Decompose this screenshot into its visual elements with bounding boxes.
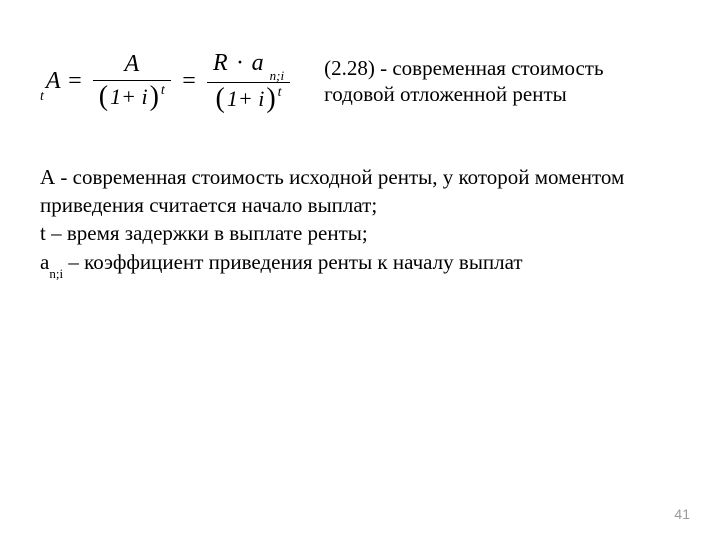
def-A-line2: приведения считается начало выплат;: [40, 191, 680, 219]
rparen-1: ): [150, 83, 159, 111]
def-a-label: a: [40, 250, 49, 274]
frac2-a: a: [252, 50, 264, 76]
definitions: А - современная стоимость исходной ренты…: [40, 163, 680, 279]
den-exp-2: t: [278, 85, 282, 101]
fraction-1: A ( 1+ i ) t: [93, 51, 171, 111]
presubscript-t: t: [40, 89, 44, 105]
def-t-line: t – время задержки в выплате ренты;: [40, 219, 680, 247]
equation-description: (2.28) - современная стоимость годовой о…: [324, 55, 603, 108]
equals-1: =: [67, 68, 83, 95]
den-exp-1: t: [161, 83, 165, 99]
def-a-rest: – коэффициент приведения ренты к началу …: [63, 250, 523, 274]
eq-descr-line2: годовой отложенной ренты: [324, 81, 603, 107]
lparen-2: (: [216, 85, 225, 113]
def-a-sub: n;i: [49, 266, 63, 281]
frac2-R: R: [213, 50, 228, 76]
formula: t A = A ( 1+ i ) t = R ·: [40, 50, 294, 113]
slide: t A = A ( 1+ i ) t = R ·: [0, 0, 720, 540]
frac1-numerator: A: [118, 51, 145, 80]
lparen-1: (: [99, 83, 108, 111]
frac2-a-sub: n;i: [270, 68, 284, 83]
lhs-A: A: [46, 68, 61, 95]
eq-descr-line1: (2.28) - современная стоимость: [324, 55, 603, 81]
frac2-numerator: R · a n;i: [207, 50, 290, 82]
def-a-line: an;i – коэффициент приведения ренты к на…: [40, 248, 680, 279]
paren-group-1: ( 1+ i ): [99, 83, 159, 111]
frac2-denominator: ( 1+ i ) t: [210, 83, 288, 113]
den-body-1: 1+ i: [108, 84, 149, 110]
frac2-dot: ·: [237, 50, 243, 76]
den-body-2: 1+ i: [225, 86, 266, 112]
formula-row: t A = A ( 1+ i ) t = R ·: [40, 50, 680, 113]
page-number: 41: [674, 506, 690, 522]
paren-group-2: ( 1+ i ): [216, 85, 276, 113]
def-A-line1: А - современная стоимость исходной ренты…: [40, 163, 680, 191]
fraction-2: R · a n;i ( 1+ i ) t: [207, 50, 290, 113]
rparen-2: ): [266, 85, 275, 113]
frac1-denominator: ( 1+ i ) t: [93, 81, 171, 111]
equals-2: =: [181, 68, 197, 95]
